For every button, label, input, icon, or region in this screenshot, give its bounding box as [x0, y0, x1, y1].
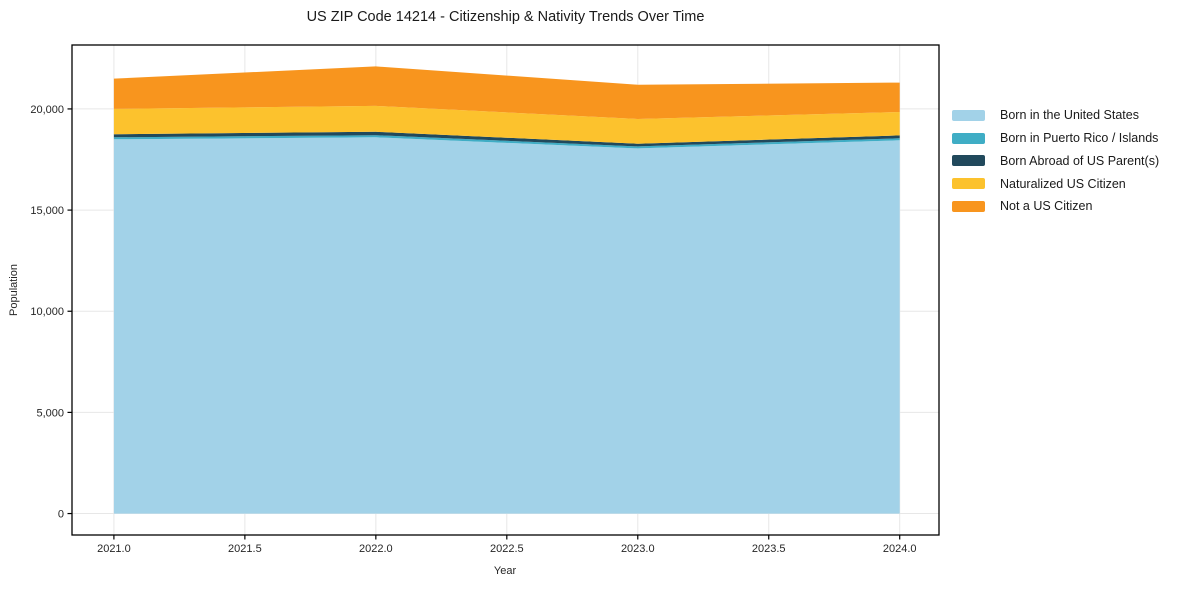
x-tick-label: 2024.0 — [883, 543, 917, 555]
x-tick-label: 2021.5 — [228, 543, 262, 555]
legend-label: Born in the United States — [1000, 108, 1139, 123]
legend-item: Born Abroad of US Parent(s) — [952, 150, 1159, 173]
legend-item: Not a US Citizen — [952, 195, 1159, 218]
legend-swatch — [952, 109, 985, 121]
y-axis-label: Population — [8, 264, 20, 316]
legend-label: Not a US Citizen — [1000, 199, 1093, 214]
chart-title: US ZIP Code 14214 - Citizenship & Nativi… — [306, 9, 705, 25]
area-series — [113, 131, 900, 147]
area-series — [113, 135, 900, 149]
x-tick-label: 2023.0 — [621, 543, 655, 555]
y-tick-label: 0 — [58, 509, 64, 521]
legend-label: Born Abroad of US Parent(s) — [1000, 153, 1160, 168]
area-series — [113, 66, 900, 119]
legend: Born in the United States Born in Puerto … — [952, 104, 1159, 218]
axes-spines — [71, 44, 940, 536]
area-series — [113, 105, 900, 144]
x-tick-label: 2022.5 — [490, 543, 524, 555]
legend-swatch — [952, 178, 985, 190]
legend-label: Born in Puerto Rico / Islands — [1000, 131, 1159, 146]
y-tick-label: 5,000 — [36, 407, 64, 419]
area-series — [113, 137, 900, 514]
legend-item: Naturalized US Citizen — [952, 172, 1159, 195]
x-tick-label: 2021.0 — [97, 543, 131, 555]
legend-swatch — [952, 155, 985, 167]
y-tick-label: 10,000 — [30, 306, 64, 318]
legend-item: Born in Puerto Rico / Islands — [952, 127, 1159, 150]
x-tick-label: 2023.5 — [752, 543, 786, 555]
legend-swatch — [952, 200, 985, 212]
y-tick-label: 15,000 — [30, 205, 64, 217]
x-axis-label: Year — [493, 565, 517, 577]
y-tick-label: 20,000 — [30, 104, 64, 116]
legend-label: Naturalized US Citizen — [1000, 176, 1126, 191]
legend-item: Born in the United States — [952, 104, 1159, 127]
x-tick-label: 2022.0 — [359, 543, 393, 555]
legend-swatch — [952, 132, 985, 144]
